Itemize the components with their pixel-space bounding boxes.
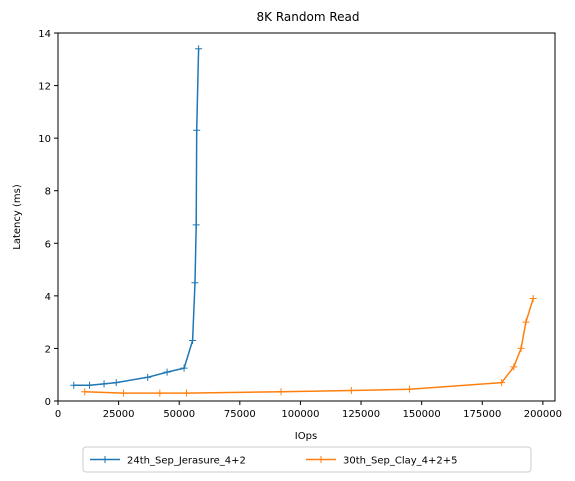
- series-2-point: [119, 389, 127, 397]
- series-1-point: [112, 379, 120, 387]
- x-axis-ticks: 0 25000 50000 75000 100000 125000 150000 175000…: [55, 401, 562, 420]
- y-tick-label: 2: [45, 344, 51, 355]
- series-1-point: [180, 364, 188, 372]
- y-tick-label: 10: [38, 134, 51, 145]
- x-tick-label: 50000: [163, 409, 195, 420]
- x-tick-label: 175000: [463, 409, 501, 420]
- series-2-point: [517, 344, 525, 352]
- series-1-point: [144, 373, 152, 381]
- legend: 24th_Sep_Jerasure_4+2 30th_Sep_Clay_4+2+5: [82, 446, 532, 473]
- x-tick-label: 75000: [224, 409, 256, 420]
- series-1-point: [191, 279, 199, 287]
- series-2-point: [406, 385, 414, 393]
- legend-label-2: 30th_Sep_Clay_4+2+5: [343, 456, 457, 467]
- series-1-point: [163, 368, 171, 376]
- series-2-point: [498, 379, 506, 387]
- series-layer: [70, 45, 537, 397]
- y-axis-label: Latency (ms): [12, 184, 23, 250]
- legend-marker-2: [317, 456, 325, 463]
- x-tick-label: 150000: [403, 409, 441, 420]
- series-2-point: [529, 294, 537, 302]
- series-2-point: [182, 389, 190, 397]
- y-axis-ticks: 0 2 4 6 8 10 12 14: [38, 29, 58, 408]
- series-2-point: [347, 386, 355, 394]
- series-1-point: [193, 126, 201, 134]
- series-2-point: [156, 389, 164, 397]
- series-line-1: [73, 48, 200, 386]
- x-tick-label: 125000: [342, 409, 380, 420]
- series-1-point: [86, 381, 94, 389]
- series-line-2: [84, 298, 534, 394]
- series-2-point: [510, 363, 518, 371]
- series-1-point: [100, 380, 108, 388]
- series-2-point: [277, 388, 285, 396]
- x-tick-label: 0: [55, 409, 61, 420]
- x-tick-label: 200000: [524, 409, 562, 420]
- y-tick-label: 8: [45, 187, 51, 198]
- y-tick-label: 4: [45, 292, 51, 303]
- y-tick-label: 12: [38, 82, 51, 93]
- plot-frame: [57, 32, 556, 402]
- legend-marker-1: [101, 456, 109, 463]
- y-tick-label: 14: [38, 29, 51, 40]
- series-2-point: [81, 388, 89, 396]
- series-1-point: [70, 381, 78, 389]
- chart-title: 8K Random Read: [257, 10, 360, 24]
- series-2-point: [522, 318, 530, 326]
- legend-label-1: 24th_Sep_Jerasure_4+2: [127, 456, 246, 467]
- x-axis-label: IOps: [295, 431, 317, 442]
- x-tick-label: 25000: [103, 409, 135, 420]
- series-1-point: [192, 221, 200, 229]
- y-tick-label: 0: [45, 397, 51, 408]
- x-tick-label: 100000: [281, 409, 319, 420]
- series-1-point: [195, 45, 203, 53]
- series-1-point: [189, 337, 197, 345]
- y-tick-label: 6: [45, 239, 51, 250]
